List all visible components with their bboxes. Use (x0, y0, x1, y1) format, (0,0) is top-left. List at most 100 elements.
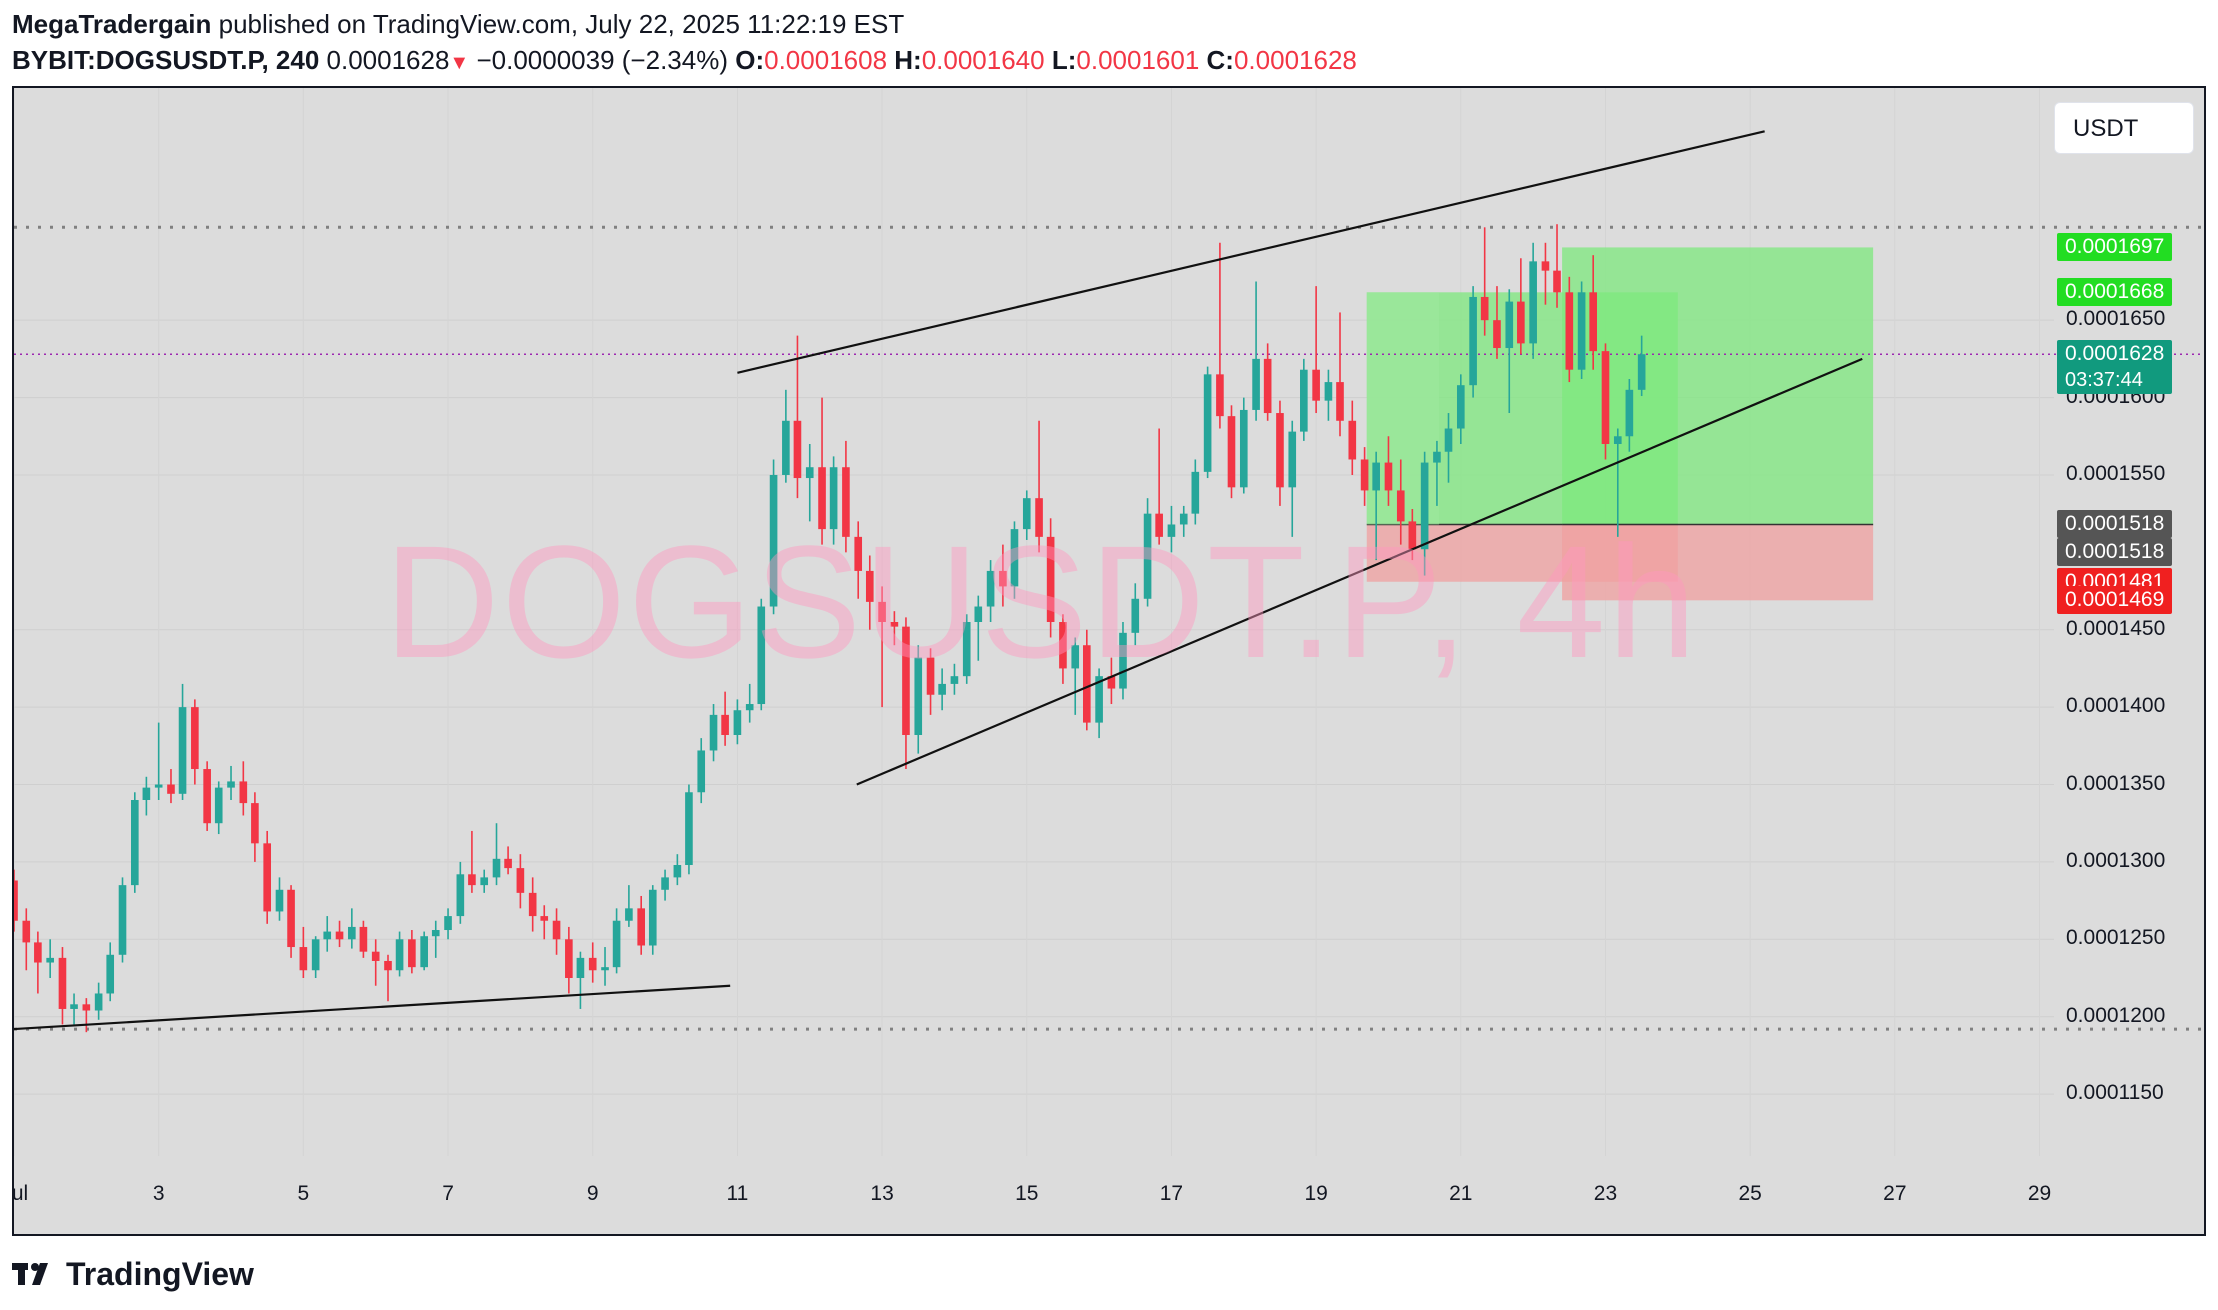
x-tick-label: ul (12, 1182, 29, 1205)
candle-body (1433, 451, 1441, 463)
candle-body (299, 947, 308, 971)
close-value: 0.0001628 (1233, 45, 1357, 75)
candle-body (359, 926, 368, 952)
currency-selector[interactable]: USDT (2054, 102, 2194, 154)
candle-body (1348, 420, 1357, 460)
publish-info: MegaTradergain published on TradingView.… (12, 6, 2202, 42)
candle-body (540, 916, 549, 921)
x-tick-label: 11 (726, 1182, 749, 1205)
candle-body (1493, 320, 1501, 349)
y-tick-label: 0.0001150 (2066, 1081, 2164, 1105)
candle-body (1239, 409, 1248, 488)
candle-body (938, 683, 946, 695)
candlestick-chart[interactable] (14, 88, 2204, 1234)
candle-body (1637, 354, 1646, 390)
candle-body (1216, 374, 1224, 417)
candle-body (1035, 498, 1043, 537)
candle-body (721, 714, 729, 735)
candle-body (431, 930, 440, 937)
candle-body (1119, 632, 1127, 689)
close-label: C: (1206, 45, 1234, 75)
candle-body (565, 939, 573, 978)
candle-body (926, 657, 935, 695)
y-tick-label: 0.0001250 (2066, 926, 2166, 950)
candle-body (1059, 622, 1067, 669)
candle-body (854, 536, 863, 571)
candle-body (733, 710, 742, 735)
author-name[interactable]: MegaTradergain (12, 9, 212, 39)
candle-body (46, 957, 54, 963)
x-tick-label: 3 (152, 1182, 165, 1205)
candle-body (818, 467, 826, 530)
price-label-value: 0.0001469 (2065, 588, 2165, 612)
candle-body (902, 626, 910, 735)
candle-body (106, 954, 115, 994)
candle-body (1336, 382, 1344, 421)
tradingview-brand[interactable]: TradingView (66, 1255, 254, 1292)
price-label-value: 0.0001518 (2065, 512, 2165, 536)
candle-body (962, 622, 971, 677)
candle-body (999, 570, 1007, 587)
symbol-name[interactable]: BYBIT:DOGSUSDT.P, 240 (12, 45, 320, 75)
x-tick-label: 21 (1449, 1182, 1473, 1205)
price-label-value: 0.0001668 (2065, 280, 2165, 304)
candle-body (395, 939, 404, 971)
trendline (856, 357, 1863, 786)
candle-body (1601, 351, 1610, 444)
candle-body (1095, 676, 1103, 723)
candle-body (552, 920, 561, 940)
candle-body (661, 877, 669, 890)
candle-body (82, 1004, 91, 1011)
candle-body (576, 957, 585, 978)
candle-body (516, 868, 525, 893)
candle-body (94, 993, 103, 1011)
x-tick-label: 15 (1015, 1182, 1039, 1205)
candle-body (371, 951, 380, 961)
candle-body (1022, 498, 1031, 530)
price-label: 0.0001628 03:37:44 (2057, 340, 2173, 395)
price-label: 0.0001518 (2057, 538, 2173, 567)
candle-body (1155, 513, 1163, 537)
target-zone (1562, 247, 1874, 525)
chart-area[interactable]: DOGSUSDT.P, 4h USDT 0.0001150 0.0001200 0.… (12, 86, 2206, 1236)
candle-body (1613, 436, 1622, 444)
candle-body (648, 889, 657, 946)
candle-body (456, 874, 465, 917)
candle-body (1071, 645, 1080, 669)
candle-body (1143, 513, 1152, 599)
trendline (737, 130, 1765, 374)
y-tick-label: 0.0001350 (2066, 771, 2166, 795)
candle-body (214, 787, 223, 824)
last-price: 0.0001628 (326, 45, 450, 75)
price-label: 0.0001518 (2057, 510, 2173, 539)
price-label: 0.0001668 (2057, 278, 2173, 307)
candle-body (950, 676, 959, 684)
candle-body (1276, 413, 1284, 488)
candle-body (805, 467, 814, 479)
candle-body (480, 877, 489, 886)
open-label: O: (735, 45, 765, 75)
candle-body (793, 420, 802, 479)
x-tick-label: 5 (297, 1182, 310, 1205)
candle-body (311, 939, 320, 971)
candle-body (673, 865, 682, 878)
price-label: 0.0001469 (2057, 586, 2173, 615)
candle-body (58, 957, 67, 1009)
chart-header: MegaTradergain published on TradingView.… (12, 6, 2202, 82)
candle-body (1529, 261, 1537, 344)
candle-body (829, 467, 838, 530)
y-tick-label: 0.0001200 (2066, 1003, 2166, 1027)
candle-body (986, 570, 995, 607)
tradingview-logo-icon[interactable] (12, 1259, 58, 1289)
candle-body (504, 858, 512, 869)
candle-body (287, 889, 295, 948)
candle-body (1505, 301, 1514, 349)
candle-body (408, 939, 416, 968)
price-label-value: 0.0001697 (2065, 235, 2165, 259)
candle-body (685, 792, 693, 866)
candle-body (251, 803, 259, 844)
candle-body (154, 784, 163, 788)
price-label-value: 0.0001518 (2065, 540, 2165, 564)
x-tick-label: 27 (1883, 1182, 1907, 1205)
candle-body (1191, 471, 1200, 514)
